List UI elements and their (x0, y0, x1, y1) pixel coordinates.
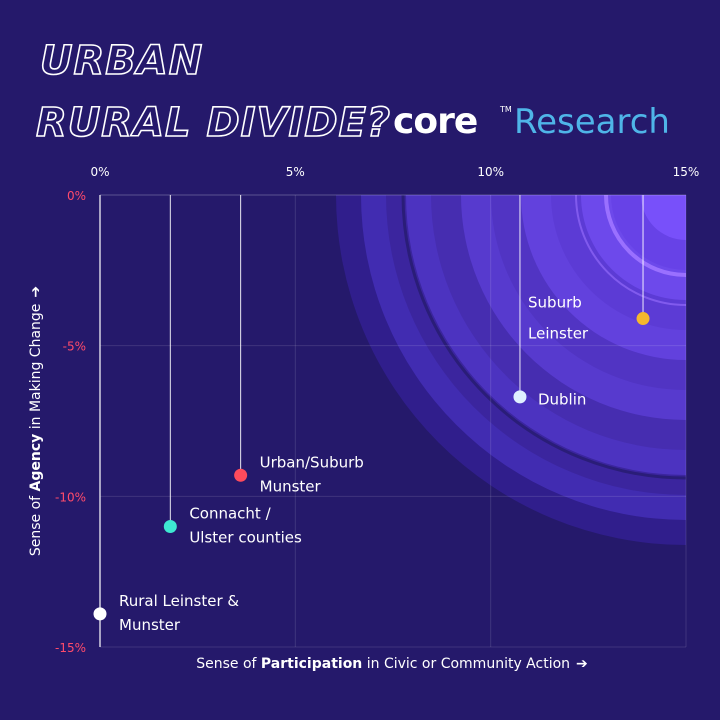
data-point-label: Connacht / (189, 505, 271, 523)
data-point-label: Urban/Suburb (260, 453, 364, 471)
data-point (513, 390, 527, 404)
data-point (163, 519, 177, 533)
logo-trademark: TM (499, 105, 512, 114)
data-point-group: Dublin (513, 195, 586, 409)
data-point (234, 468, 248, 482)
x-axis-label: Sense of Participation in Civic or Commu… (196, 656, 588, 672)
y-tick-label: 0% (67, 189, 86, 203)
x-axis-arrow-icon: ➔ (576, 656, 588, 672)
y-axis-label: Sense of Agency in Making Change ➔ (28, 286, 44, 557)
x-axis-label-suffix: in Civic or Community Action (362, 656, 570, 672)
y-tick-label: -10% (55, 490, 86, 504)
x-axis-ticks: 0% 5% 10% 15% (90, 165, 699, 179)
y-axis-label-prefix: Sense of (28, 491, 44, 556)
data-point-group: Suburb Leinster (528, 195, 650, 343)
y-axis-arrow-icon: ➔ (28, 286, 44, 298)
x-axis-label-prefix: Sense of (196, 656, 261, 672)
data-point-group: Urban/Suburb Munster (234, 195, 364, 495)
x-tick-label: 5% (286, 165, 305, 179)
data-point-label: Suburb (528, 294, 582, 312)
y-axis-label-suffix: in Making Change (28, 304, 44, 434)
data-point-group: Connacht / Ulster counties (163, 195, 302, 547)
data-point-group: Rural Leinster & Munster (93, 592, 239, 634)
y-axis-ticks: 0% -5% -10% -15% (55, 189, 86, 655)
y-tick-label: -5% (63, 340, 86, 354)
logo-brand: core (393, 101, 477, 142)
data-point-label: Dublin (538, 391, 586, 409)
data-points: Rural Leinster & Munster Connacht / Ulster … (93, 195, 650, 634)
core-research-logo: core TM Research (393, 101, 670, 142)
chart-title-line-1: URBAN (40, 38, 203, 84)
x-tick-label: 10% (477, 165, 504, 179)
data-point-label: Rural Leinster & (119, 592, 239, 610)
decorative-rings (336, 195, 686, 545)
data-point-label: Leinster (528, 325, 589, 343)
chart-title-line-2: RURAL DIVIDE? (36, 100, 391, 146)
data-point-label: Munster (119, 616, 181, 634)
y-tick-label: -15% (55, 641, 86, 655)
x-tick-label: 15% (673, 165, 700, 179)
x-tick-label: 0% (90, 165, 109, 179)
y-axis-label-bold: Agency (28, 434, 44, 492)
data-point (636, 312, 650, 326)
data-point-label: Munster (260, 477, 322, 495)
logo-product: Research (514, 102, 670, 142)
ring-band (641, 195, 686, 240)
data-point-label: Ulster counties (189, 529, 302, 547)
x-axis-label-bold: Participation (261, 656, 362, 672)
grid (100, 195, 687, 648)
data-point (93, 607, 107, 621)
